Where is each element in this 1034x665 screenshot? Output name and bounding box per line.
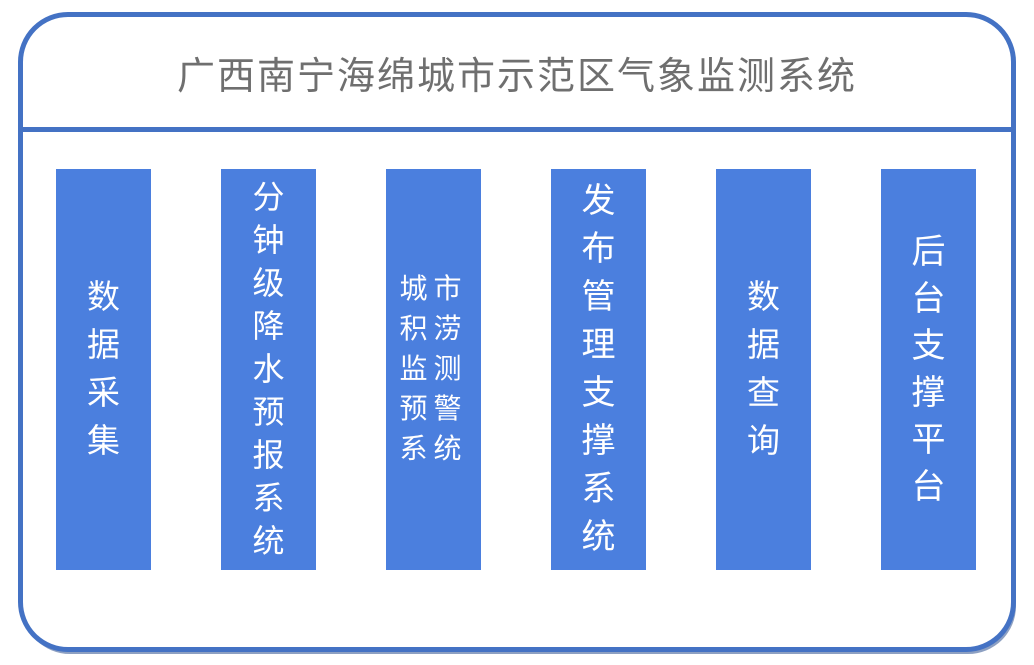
module-label: 发布管理支撑系统 [581, 182, 616, 556]
module-label: 分钟级降水预报系统 [252, 179, 285, 559]
module-bar-publish-management-support: 发布管理支撑系统 [551, 169, 646, 570]
module-bar-data-collection: 数据采集 [56, 169, 151, 570]
modules-row: 数据采集 分钟级降水预报系统 城市积涝监测预警系统 发布管理支撑系统 数据查询 … [56, 169, 976, 570]
module-bar-data-query: 数据查询 [716, 169, 811, 570]
module-label: 后台支撑平台 [911, 233, 946, 506]
module-bar-urban-waterlogging-warning: 城市积涝监测预警系统 [386, 169, 481, 570]
module-label: 数据查询 [747, 279, 780, 460]
outer-frame: 广西南宁海绵城市示范区气象监测系统 数据采集 分钟级降水预报系统 城市积涝监测预… [18, 12, 1016, 652]
module-label: 城市积涝监测预警系统 [399, 273, 468, 465]
header-divider [18, 127, 1016, 132]
header: 广西南宁海绵城市示范区气象监测系统 [23, 17, 1011, 127]
module-bar-minute-precipitation-forecast: 分钟级降水预报系统 [221, 169, 316, 570]
page-title: 广西南宁海绵城市示范区气象监测系统 [176, 55, 857, 98]
module-label: 数据采集 [87, 279, 120, 460]
module-bar-backend-support-platform: 后台支撑平台 [881, 169, 976, 570]
